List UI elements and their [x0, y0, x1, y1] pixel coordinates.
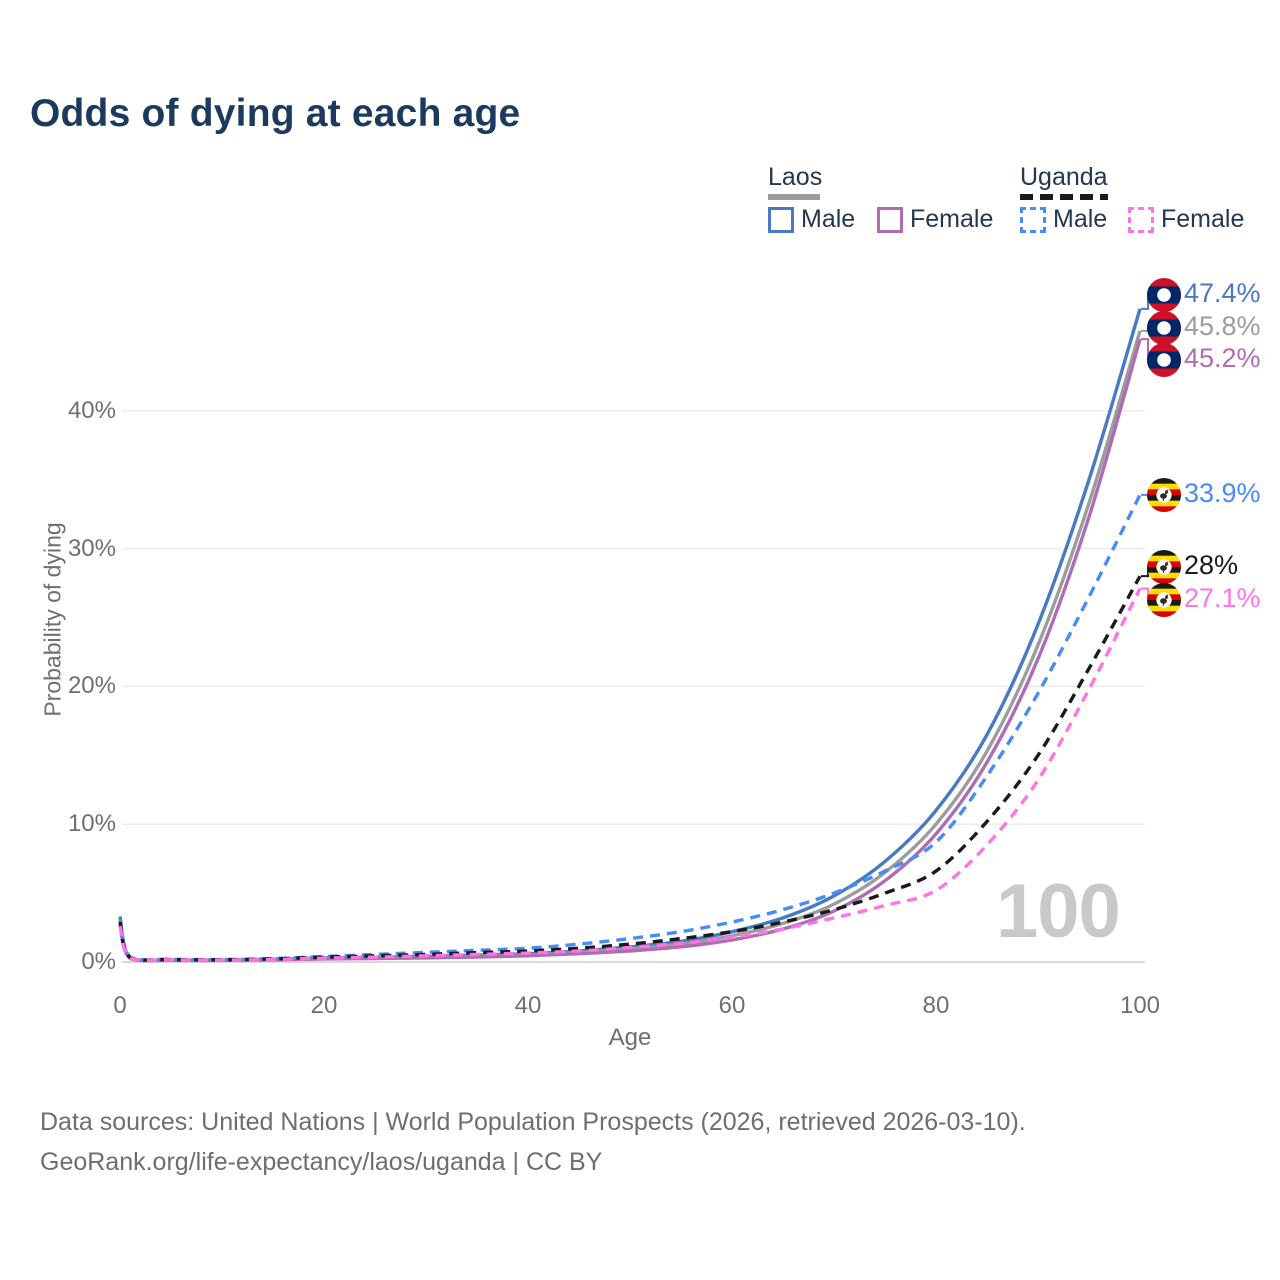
uganda-flag-icon [1147, 478, 1181, 512]
legend-item-uganda-female[interactable]: Female [1128, 205, 1244, 234]
age-watermark: 100 [996, 869, 1121, 954]
x-tick-label: 80 [922, 992, 950, 1019]
end-label-laos-male: 47.4% [1184, 278, 1261, 309]
y-tick-label: 20% [67, 672, 116, 700]
uganda-male-swatch-icon [1020, 206, 1046, 233]
x-tick-label: 60 [718, 992, 746, 1019]
legend-label: Male [1053, 205, 1108, 233]
end-label-laos-female: 45.2% [1184, 343, 1261, 374]
series-line-uganda-both-sexes[interactable] [118, 575, 1142, 962]
end-value: 28% [1184, 550, 1239, 580]
legend-label: Female [1161, 205, 1245, 233]
end-value: 33.9% [1184, 478, 1261, 508]
label-connector [1141, 328, 1149, 332]
uganda-flag-icon [1147, 583, 1181, 617]
legend-label: Female [910, 205, 994, 233]
label-connector [1141, 338, 1149, 360]
footer-attribution: GeoRank.org/life-expectancy/laos/uganda … [40, 1148, 603, 1176]
x-tick-label: 0 [113, 992, 127, 1019]
laos-flag-icon [1147, 311, 1181, 345]
end-label-uganda-male: 33.9% [1184, 478, 1261, 509]
series-line-laos-female[interactable] [118, 338, 1142, 963]
legend-group-laos: Laos [768, 163, 823, 191]
end-value: 27.1% [1184, 583, 1261, 613]
end-value: 45.8% [1184, 311, 1261, 341]
legend-item-uganda-male[interactable]: Male [1020, 205, 1107, 234]
label-connector [1141, 587, 1149, 600]
page-title: Odds of dying at each age [30, 92, 521, 135]
footer-sources: Data sources: United Nations | World Pop… [40, 1108, 1026, 1136]
series-line-laos-male[interactable] [118, 308, 1142, 963]
series-line-uganda-female[interactable] [118, 587, 1142, 962]
end-label-uganda-both-sexes: 28% [1184, 550, 1238, 581]
laos-line-sample [768, 194, 820, 200]
legend-item-laos-female[interactable]: Female [877, 205, 993, 234]
x-axis-title: Age [608, 1024, 652, 1051]
uganda-line-sample [1020, 194, 1108, 200]
uganda-female-swatch-icon [1128, 206, 1154, 233]
legend-group-uganda: Uganda [1020, 163, 1108, 191]
x-tick-label: 40 [514, 992, 542, 1019]
label-connector [1141, 295, 1149, 310]
laos-flag-icon [1147, 278, 1181, 312]
laos-male-swatch-icon [768, 206, 794, 233]
x-tick-label: 20 [310, 992, 338, 1019]
legend-label: Male [801, 205, 856, 233]
laos-flag-icon [1147, 343, 1181, 377]
legend-item-laos-male[interactable]: Male [768, 205, 855, 234]
laos-female-swatch-icon [877, 206, 903, 233]
y-tick-label: 40% [67, 396, 116, 424]
x-tick-label: 100 [1119, 992, 1161, 1019]
y-tick-label: 30% [67, 534, 116, 562]
y-tick-label: 10% [67, 810, 116, 838]
series-line-laos-both-sexes[interactable] [118, 330, 1142, 963]
end-value: 47.4% [1184, 278, 1261, 308]
end-label-uganda-female: 27.1% [1184, 583, 1261, 614]
end-value: 45.2% [1184, 343, 1261, 373]
y-tick-label: 0% [81, 948, 116, 975]
end-label-laos-both-sexes: 45.8% [1184, 311, 1261, 342]
label-connector [1141, 567, 1149, 578]
uganda-flag-icon [1147, 550, 1181, 584]
series-line-uganda-male[interactable] [118, 494, 1142, 962]
